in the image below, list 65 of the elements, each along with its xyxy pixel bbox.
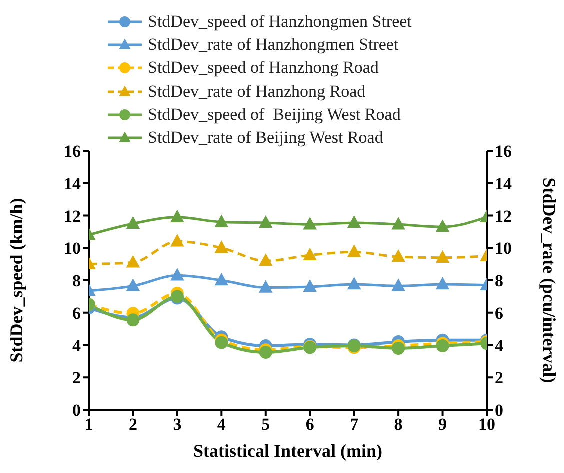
point (126, 255, 140, 268)
y-tick-label: 10 (64, 239, 81, 258)
legend-label: StdDev_rate of Beijing West Road (148, 128, 384, 148)
point (392, 250, 406, 262)
x-tick-label: 2 (128, 415, 138, 434)
x-tick-label: 7 (350, 415, 360, 434)
point (170, 234, 184, 247)
point (436, 250, 450, 263)
y-axis-title: StdDev_speed (km/h) (6, 198, 26, 363)
point (392, 217, 406, 230)
legend-label: StdDev_rate of Hanzhongmen Street (148, 34, 399, 55)
x-tick-label: 1 (84, 415, 94, 434)
point (214, 240, 229, 254)
point (259, 346, 272, 360)
point (303, 217, 318, 230)
point (347, 277, 362, 290)
y2-tick-label: 14 (495, 174, 512, 194)
y-tick-label: 4 (72, 336, 82, 356)
y2-tick-label: 2 (495, 368, 504, 388)
point (436, 277, 450, 290)
y-tick-label: 12 (64, 206, 81, 226)
legend-label: StdDev_speed of Hanzhongmen Street (148, 12, 412, 32)
y2-axis-title: StdDev_rate (pcu/interval) (540, 178, 560, 384)
point (214, 273, 229, 286)
point (303, 279, 318, 292)
y2-tick-label: 0 (495, 401, 504, 420)
legend-label: StdDev_speed of Beijing West Road (148, 104, 401, 125)
x-tick-label: 8 (394, 415, 403, 434)
point (258, 216, 273, 228)
x-tick-label: 9 (438, 415, 448, 434)
y-tick-label: 2 (72, 368, 81, 388)
y-tick-label: 14 (64, 174, 82, 194)
y2-tick-label: 12 (495, 206, 512, 226)
y2-tick-label: 16 (495, 142, 512, 162)
x-axis-title: Statistical Interval (min) (194, 441, 382, 461)
y-tick-label: 0 (72, 401, 81, 420)
x-tick-label: 5 (262, 415, 270, 434)
legend-label: StdDev_speed of Hanzhong Road (148, 58, 379, 78)
point (258, 280, 273, 293)
point (126, 278, 140, 292)
y2-tick-label: 10 (495, 239, 512, 258)
y-tick-label: 6 (72, 304, 81, 323)
point (258, 254, 273, 266)
y2-tick-label: 6 (495, 304, 504, 323)
point (214, 214, 229, 228)
point (436, 340, 450, 353)
point (170, 268, 184, 281)
point (436, 220, 450, 232)
point (215, 336, 228, 350)
x-tick-label: 4 (217, 415, 226, 434)
y2-tick-label: 8 (495, 272, 504, 291)
point (347, 216, 362, 228)
y-tick-label: 16 (64, 142, 81, 162)
legend-label: StdDev_rate of Hanzhong Road (148, 82, 366, 102)
point (347, 244, 362, 258)
x-tick-label: 3 (173, 415, 182, 434)
y-tick-label: 8 (72, 272, 81, 291)
y2-tick-label: 4 (495, 336, 504, 356)
x-tick-label: 10 (478, 415, 496, 434)
point (303, 248, 318, 261)
point (392, 278, 406, 292)
point (126, 314, 140, 327)
point (126, 216, 140, 229)
x-tick-label: 6 (306, 415, 314, 434)
point (170, 210, 184, 222)
